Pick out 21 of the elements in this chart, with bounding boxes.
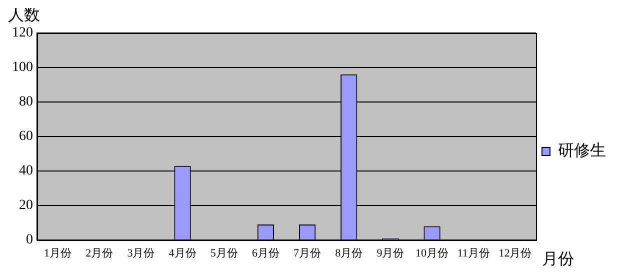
y-tick-label: 80 — [19, 94, 33, 110]
x-tick-label: 4月份 — [168, 247, 196, 260]
x-tick-label: 7月份 — [294, 247, 322, 260]
x-tick-label: 1月份 — [44, 247, 72, 260]
x-tick-label: 6月份 — [252, 247, 280, 260]
y-tick-label: 0 — [26, 232, 33, 248]
y-tick-label: 40 — [19, 164, 33, 179]
y-tick-label: 60 — [19, 129, 33, 144]
x-tick-label: 8月份 — [335, 247, 363, 260]
x-tick-label: 11月份 — [457, 247, 490, 260]
x-tick-label: 12月份 — [498, 247, 532, 260]
x-tick-label: 3月份 — [127, 247, 155, 260]
y-tick-label: 120 — [12, 26, 33, 41]
x-tick-label: 2月份 — [86, 247, 114, 260]
x-tick-label: 10月份 — [416, 247, 449, 260]
x-tick-label: 9月份 — [376, 247, 404, 260]
x-axis-title: 月份 — [542, 251, 574, 268]
x-tick-label: 5月份 — [210, 247, 238, 260]
y-tick-label: 100 — [12, 60, 33, 76]
y-tick-label: 20 — [19, 198, 33, 214]
legend-label: 研修生 — [558, 142, 606, 160]
